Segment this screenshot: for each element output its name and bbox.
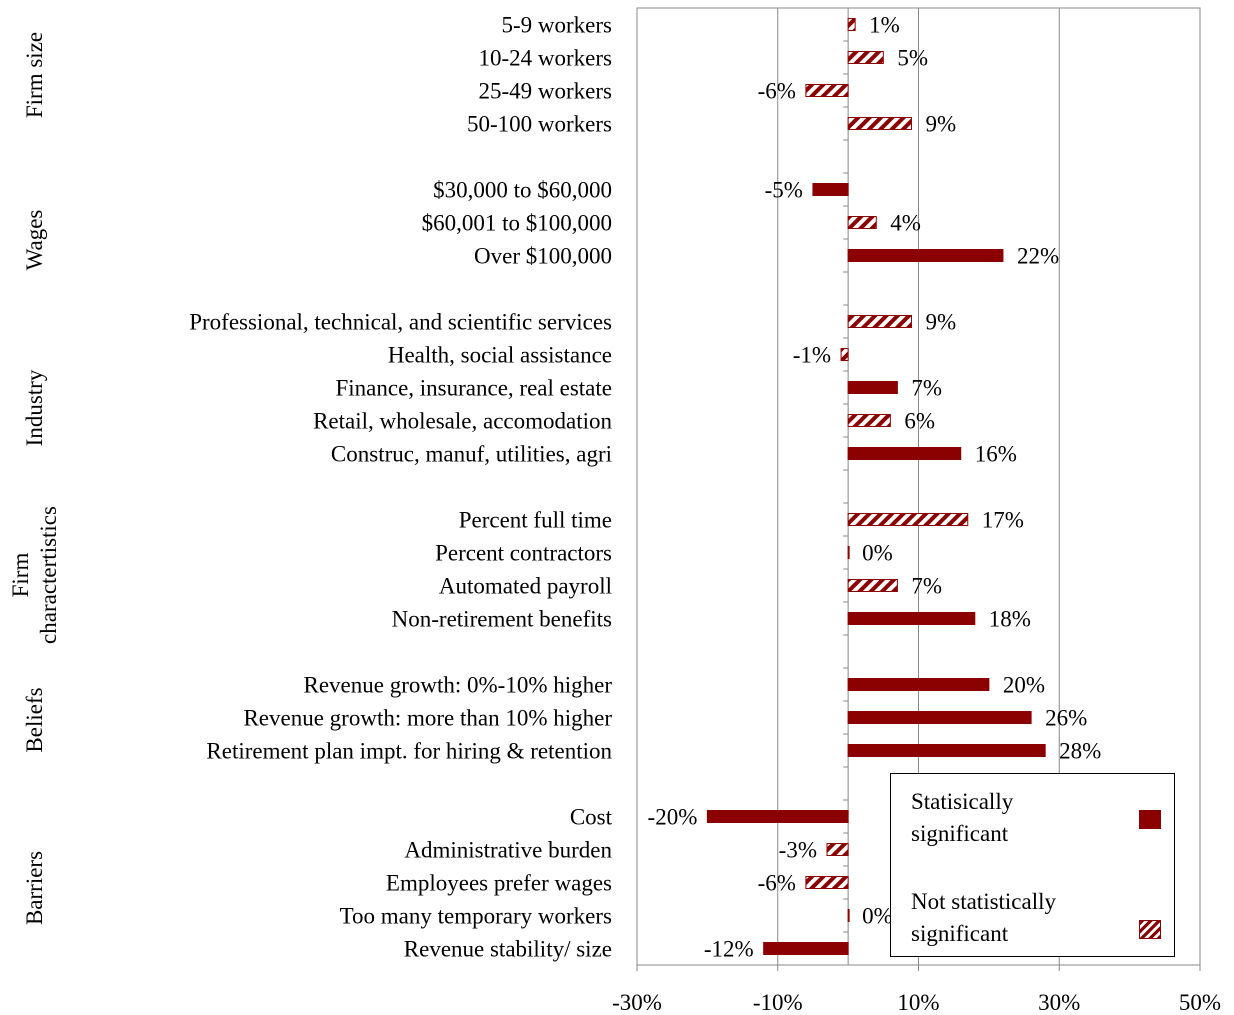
data-label: 5% <box>897 46 928 71</box>
bar <box>847 744 1046 757</box>
x-tick-label: -30% <box>612 990 662 1015</box>
bar <box>847 612 976 625</box>
group-label: Beliefs <box>22 687 47 752</box>
bar <box>847 216 877 229</box>
bar <box>847 513 969 526</box>
bar <box>847 18 856 31</box>
y-tick-label: Health, social assistance <box>388 343 612 368</box>
data-label: 6% <box>904 409 935 434</box>
bar <box>847 447 962 460</box>
y-tick-label: Revenue growth: more than 10% higher <box>243 706 612 731</box>
data-label: 18% <box>989 607 1031 632</box>
y-tick-label: $30,000 to $60,000 <box>433 178 612 203</box>
data-label: 7% <box>911 376 942 401</box>
y-tick-label: 10-24 workers <box>479 46 613 71</box>
bar <box>826 843 849 856</box>
y-tick-label: 25-49 workers <box>479 79 613 104</box>
legend-swatch <box>1139 920 1161 939</box>
x-tick-label: -10% <box>753 990 803 1015</box>
y-tick-label: Automated payroll <box>439 574 612 599</box>
group-label: Firm <box>8 553 33 598</box>
data-label: 22% <box>1017 244 1059 269</box>
y-tick-label: Construc, manuf, utilities, agri <box>331 442 612 467</box>
bar <box>847 381 898 394</box>
legend-label: Not statistically significant <box>911 889 1057 946</box>
bar <box>847 579 898 592</box>
y-tick-label: Revenue stability/ size <box>404 937 612 962</box>
legend-swatch <box>1139 810 1161 829</box>
group-label: Firm size <box>22 32 47 118</box>
y-tick-label: Revenue growth: 0%-10% higher <box>303 673 612 698</box>
y-tick-label: Cost <box>570 805 613 830</box>
bar <box>847 909 850 922</box>
x-tick-label: 30% <box>1038 990 1080 1015</box>
data-label: 0% <box>862 541 893 566</box>
data-label: 17% <box>982 508 1024 533</box>
y-tick-label: Percent full time <box>459 508 612 533</box>
y-tick-label: Finance, insurance, real estate <box>335 376 612 401</box>
plot-border <box>636 7 1201 966</box>
data-label: 7% <box>911 574 942 599</box>
y-tick-label: Employees prefer wages <box>386 871 612 896</box>
bar <box>847 678 990 691</box>
bar <box>847 315 912 328</box>
x-tick-label: 50% <box>1179 990 1221 1015</box>
y-tick-label: Retirement plan impt. for hiring & reten… <box>206 739 612 764</box>
bar <box>812 183 849 196</box>
group-label: Barriers <box>22 851 47 925</box>
bar <box>763 942 849 955</box>
bar <box>706 810 849 823</box>
bar <box>847 546 850 559</box>
bar <box>805 84 849 97</box>
data-label: 26% <box>1045 706 1087 731</box>
data-label: -6% <box>758 871 796 896</box>
data-label: 20% <box>1003 673 1045 698</box>
data-label: 16% <box>975 442 1017 467</box>
y-tick-label: Over $100,000 <box>474 244 612 269</box>
y-tick-label: $60,001 to $100,000 <box>422 211 612 236</box>
bar <box>840 348 849 361</box>
bar <box>847 414 891 427</box>
y-tick-label: Too many temporary workers <box>340 904 612 929</box>
group-label: Wages <box>22 210 47 271</box>
bar <box>805 876 849 889</box>
data-label: 9% <box>925 112 956 137</box>
group-label: Industry <box>22 369 47 446</box>
bar <box>847 51 884 64</box>
y-tick-label: Non-retirement benefits <box>392 607 612 632</box>
bar <box>847 711 1032 724</box>
data-label: -20% <box>648 805 698 830</box>
x-tick-label: 10% <box>897 990 939 1015</box>
y-tick-label: Administrative burden <box>404 838 612 863</box>
data-label: 1% <box>869 13 900 38</box>
y-tick-label: Percent contractors <box>435 541 612 566</box>
data-label: -5% <box>765 178 803 203</box>
data-label: -6% <box>758 79 796 104</box>
data-label: -1% <box>793 343 831 368</box>
group-label: charactertistics <box>36 506 61 644</box>
data-label: -12% <box>704 937 754 962</box>
data-label: -3% <box>779 838 817 863</box>
data-label: 4% <box>890 211 921 236</box>
bar <box>847 117 912 130</box>
data-label: 28% <box>1059 739 1101 764</box>
data-label: 9% <box>925 310 956 335</box>
y-tick-label: 50-100 workers <box>467 112 612 137</box>
y-tick-label: Retail, wholesale, accomodation <box>313 409 612 434</box>
legend-label: Statisically significant <box>911 789 1014 846</box>
legend: Statisically significant Not statisticall… <box>890 773 1175 957</box>
y-tick-label: 5-9 workers <box>502 13 613 38</box>
data-label: 0% <box>862 904 893 929</box>
bar <box>847 249 1004 262</box>
y-tick-label: Professional, technical, and scientific … <box>189 310 612 335</box>
